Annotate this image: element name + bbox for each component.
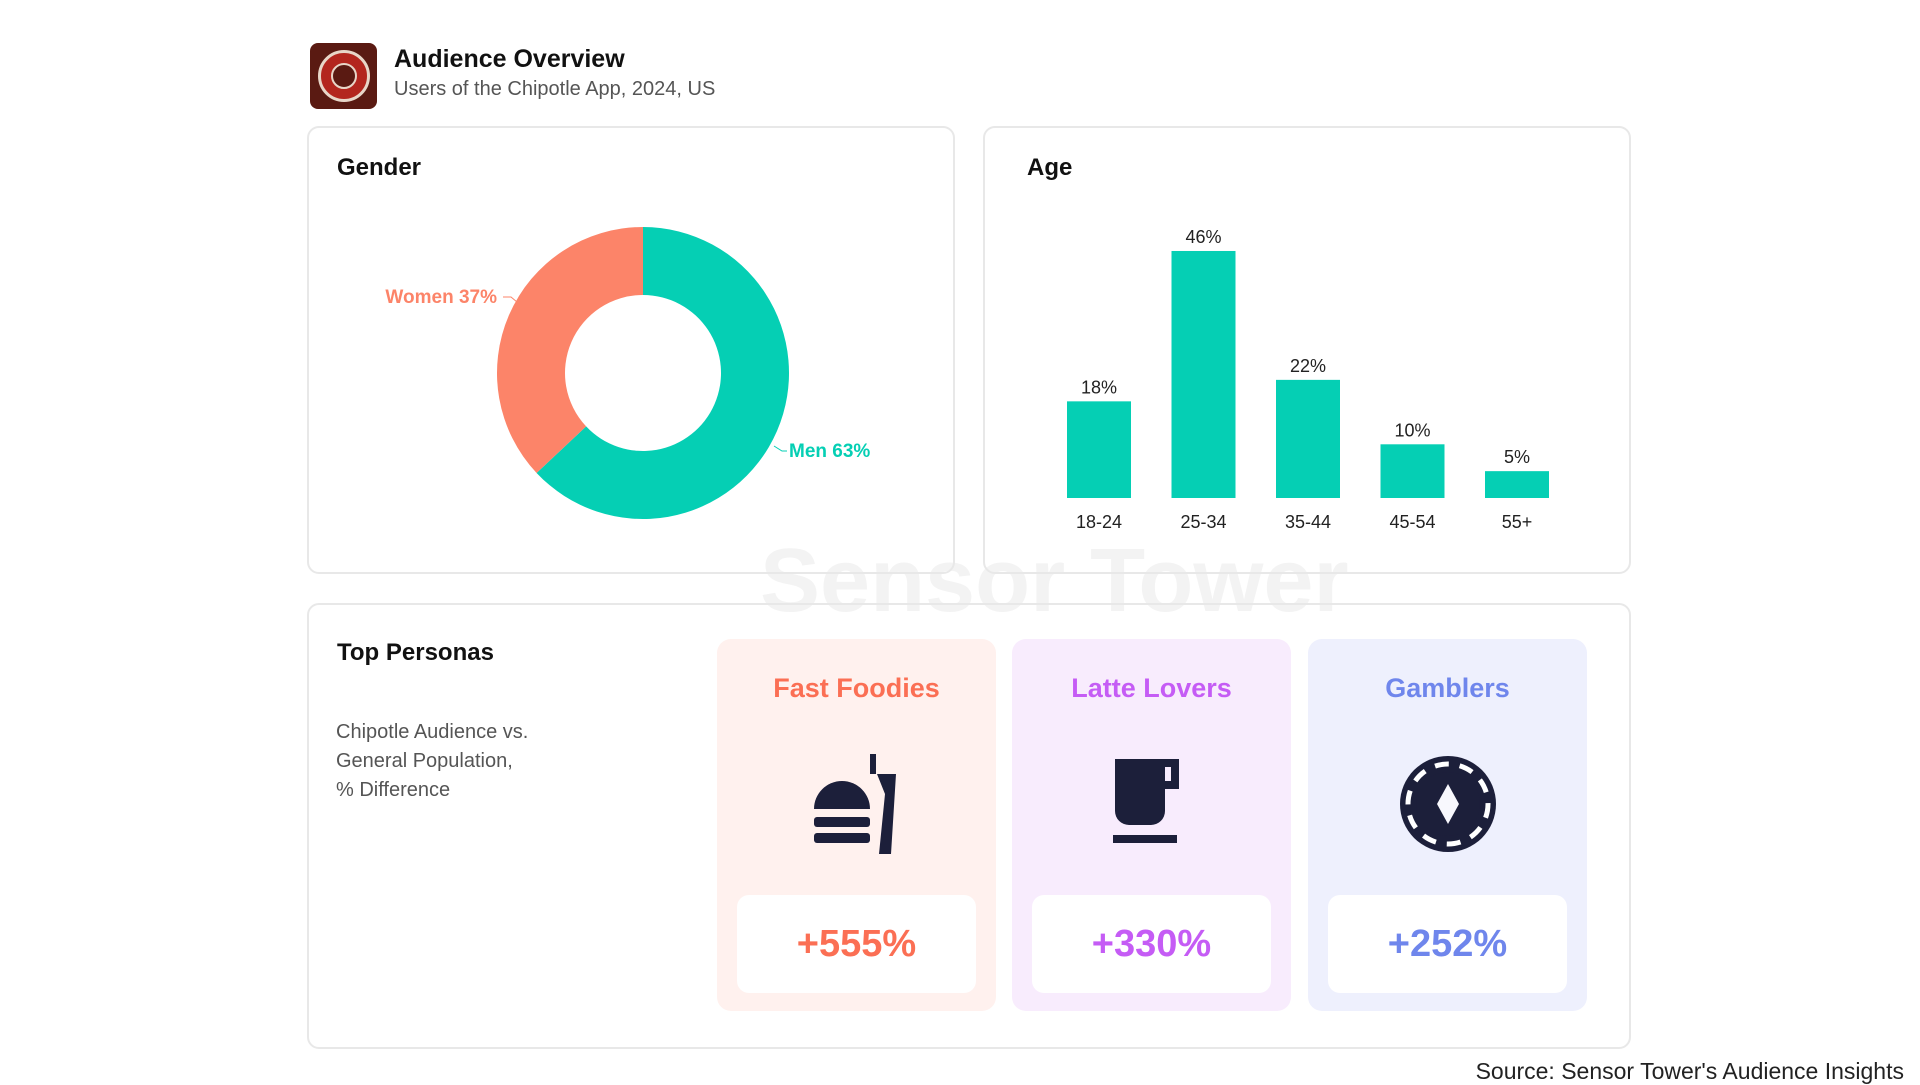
page-subtitle: Users of the Chipotle App, 2024, US xyxy=(394,78,716,100)
x-tick-label: 35-44 xyxy=(1285,512,1331,532)
persona-value: +252% xyxy=(1328,895,1567,993)
age-bar-chart: 18% 18-24 46% 25-34 22% 35-44 10% 45-54 5% 55+ xyxy=(1067,227,1549,532)
persona-card-gamblers: Gamblers +252% xyxy=(1308,639,1587,1011)
age-card: Age 18% 18-24 46% 25-34 22% 35-44 10% 45-54 5% 55… xyxy=(983,126,1631,574)
bar-35-44 xyxy=(1276,379,1340,498)
description-line: General Population, xyxy=(336,750,513,772)
gender-donut-chart: Men 63% Women 37% xyxy=(385,227,870,520)
watermark: Sensor Tower xyxy=(760,531,1349,631)
gender-card: Gender Men 63% Women 37% xyxy=(307,126,955,574)
persona-value: +330% xyxy=(1032,895,1271,993)
x-tick-label: 45-54 xyxy=(1389,512,1435,532)
persona-card-fast-foodies: Fast Foodies +555% xyxy=(717,639,996,1011)
x-tick-label: 25-34 xyxy=(1180,512,1226,532)
persona-card-latte-lovers: Latte Lovers +330% xyxy=(1012,639,1291,1011)
bar-value-label: 10% xyxy=(1394,420,1430,440)
personas-card: Top Personas xyxy=(307,603,1631,1049)
donut-slice-men xyxy=(536,227,789,520)
description-line: Chipotle Audience vs. xyxy=(336,721,529,743)
persona-name: Fast Foodies xyxy=(773,673,940,703)
bar-18-24 xyxy=(1067,401,1131,498)
bar-25-34 xyxy=(1171,250,1236,498)
persona-name: Latte Lovers xyxy=(1071,673,1232,703)
bar-value-label: 18% xyxy=(1081,377,1117,397)
label-men: Men 63% xyxy=(789,441,870,462)
x-tick-label: 18-24 xyxy=(1076,512,1122,532)
donut-slice-women xyxy=(497,227,643,473)
x-tick-label: 55+ xyxy=(1502,512,1533,532)
chipotle-logo xyxy=(310,43,377,109)
personas-title: Top Personas xyxy=(337,639,494,666)
leader-line xyxy=(503,296,518,303)
persona-value: +555% xyxy=(737,895,976,993)
source-note: Source: Sensor Tower's Audience Insights xyxy=(1475,1058,1904,1084)
bar-55+ xyxy=(1485,471,1549,498)
bar-value-label: 22% xyxy=(1290,356,1326,376)
age-title: Age xyxy=(1027,154,1073,181)
bar-45-54 xyxy=(1380,444,1445,498)
personas-description: Chipotle Audience vs. General Population… xyxy=(336,718,596,805)
leader-line xyxy=(773,445,787,452)
bar-value-label: 5% xyxy=(1504,447,1530,467)
coffee-cup-icon xyxy=(1112,759,1179,843)
poker-chip-icon xyxy=(1399,756,1496,852)
label-women: Women 37% xyxy=(385,287,497,308)
page-title: Audience Overview xyxy=(394,45,625,73)
persona-name: Gamblers xyxy=(1385,673,1510,703)
bar-value-label: 46% xyxy=(1185,227,1221,247)
description-line: % Difference xyxy=(336,779,451,801)
gender-title: Gender xyxy=(337,154,422,181)
burger-drink-icon xyxy=(813,754,896,854)
